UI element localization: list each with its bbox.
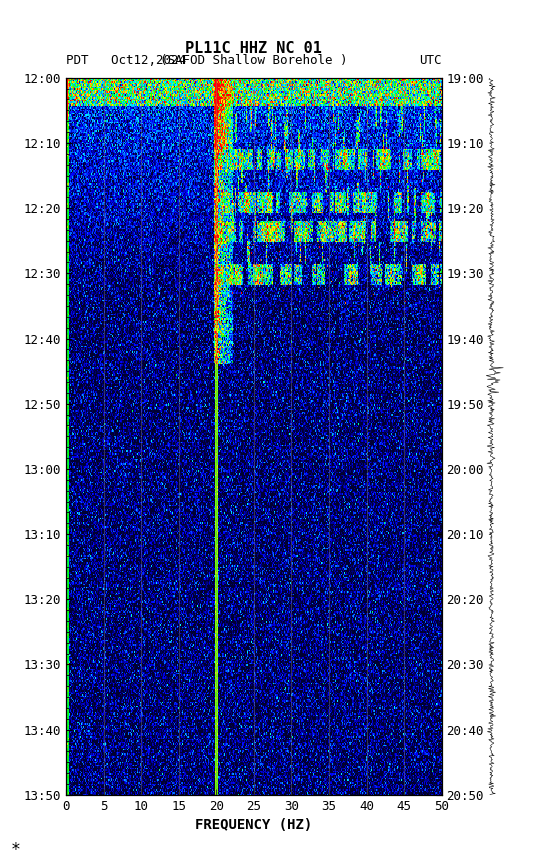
Text: PDT   Oct12,2024: PDT Oct12,2024 — [66, 54, 186, 67]
X-axis label: FREQUENCY (HZ): FREQUENCY (HZ) — [195, 818, 312, 832]
Text: UTC: UTC — [419, 54, 442, 67]
Text: *: * — [11, 842, 21, 860]
Text: (SAFOD Shallow Borehole ): (SAFOD Shallow Borehole ) — [160, 54, 348, 67]
Text: PL11C HHZ NC 01: PL11C HHZ NC 01 — [185, 41, 322, 56]
